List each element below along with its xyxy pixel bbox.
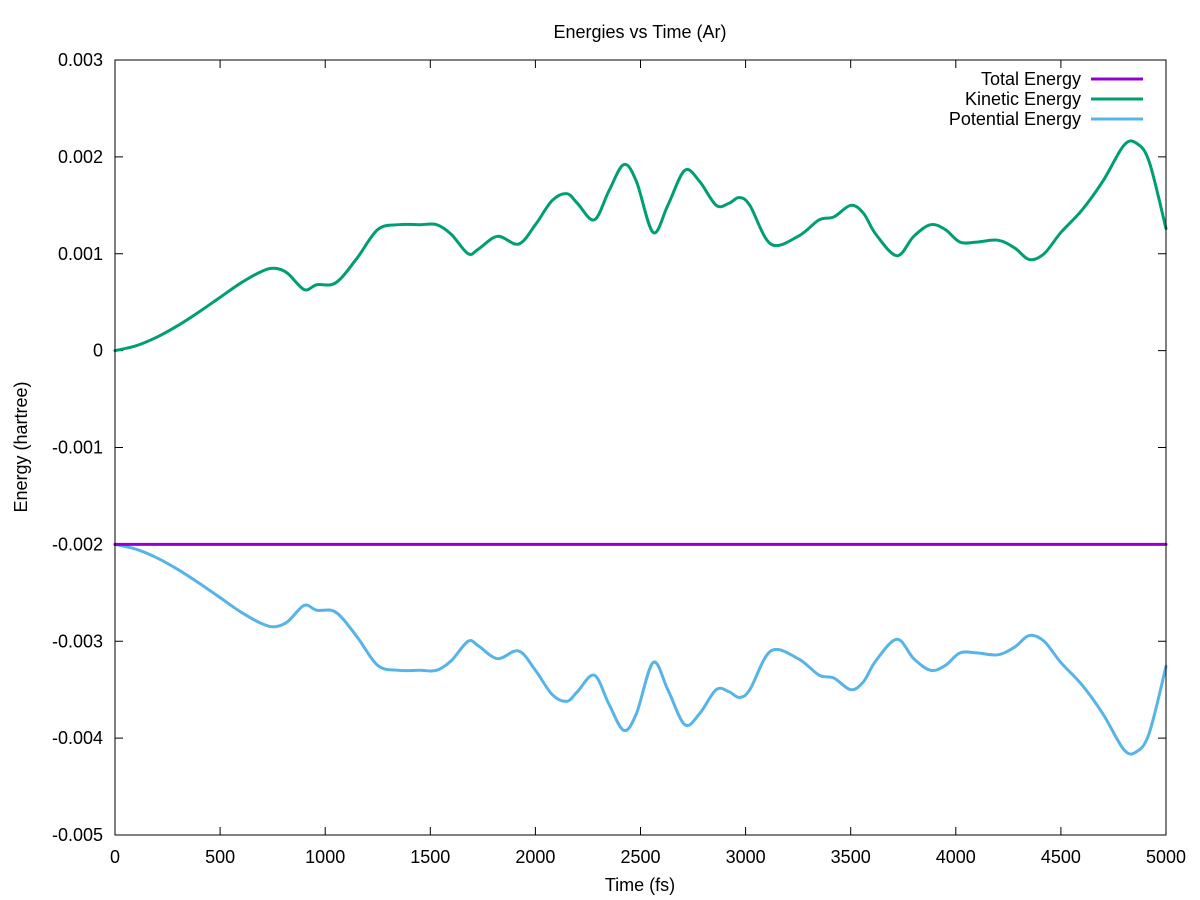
x-tick-label: 4000 <box>936 847 976 867</box>
y-tick-label: 0.001 <box>58 244 103 264</box>
series-lines <box>113 139 1168 756</box>
axis-ticks: 0 500 1000 1500 2000 2500 3000 3500 4000 4500 5000… <box>52 50 1186 867</box>
y-tick-label: 0.002 <box>58 147 103 167</box>
y-axis-label: Energy (hartree) <box>11 381 31 512</box>
y-tick-label: -0.001 <box>52 438 103 458</box>
plot-frame <box>114 59 1167 836</box>
x-tick-label: 5000 <box>1146 847 1186 867</box>
kinetic-energy-line <box>113 139 1168 353</box>
y-tick-label: -0.002 <box>52 534 103 554</box>
x-tick-label: 1000 <box>305 847 345 867</box>
x-tick-label: 1500 <box>410 847 450 867</box>
x-tick-label: 2000 <box>515 847 555 867</box>
legend-label-potential-energy: Potential Energy <box>949 109 1081 129</box>
x-tick-label: 2500 <box>620 847 660 867</box>
x-tick-label: 3500 <box>831 847 871 867</box>
legend-label-total-energy: Total Energy <box>981 69 1081 89</box>
chart-title: Energies vs Time (Ar) <box>553 22 726 42</box>
y-tick-label: -0.005 <box>52 825 103 845</box>
x-axis-label: Time (fs) <box>605 875 675 895</box>
legend-label-kinetic-energy: Kinetic Energy <box>965 89 1081 109</box>
y-tick-label: -0.003 <box>52 631 103 651</box>
potential-energy-line <box>113 542 1168 756</box>
y-tick-label: 0 <box>93 341 103 361</box>
y-tick-label: -0.004 <box>52 728 103 748</box>
x-tick-label: 4500 <box>1041 847 1081 867</box>
x-tick-label: 0 <box>110 847 120 867</box>
y-tick-label: 0.003 <box>58 50 103 70</box>
x-tick-label: 500 <box>205 847 235 867</box>
x-tick-label: 3000 <box>726 847 766 867</box>
